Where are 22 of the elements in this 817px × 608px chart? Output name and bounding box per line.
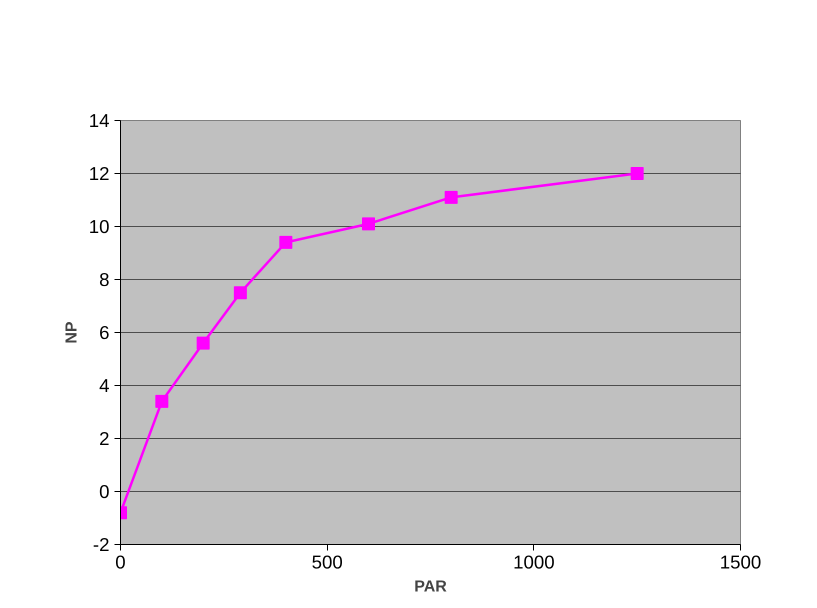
point: [630, 167, 644, 180]
y-tick-label: 6: [99, 322, 110, 343]
y-tick-label: 8: [99, 269, 110, 290]
y-tick-label: 14: [88, 110, 110, 131]
x-tick-label: 0: [115, 552, 126, 572]
point: [362, 217, 375, 230]
point: [234, 286, 247, 300]
x-axis-title: PAR: [414, 578, 448, 596]
y-tick-label: -2: [92, 534, 110, 555]
y-tick-label: 0: [99, 481, 110, 502]
y-tick-label: 10: [88, 216, 110, 237]
x-tick-label: 1500: [720, 552, 762, 572]
point: [155, 394, 168, 408]
y-tick-label: 12: [88, 163, 110, 184]
point: [444, 190, 458, 204]
x-tick-label: 500: [312, 552, 343, 572]
y-tick-label: 4: [99, 375, 110, 396]
point: [279, 236, 292, 249]
x-tick-label: 1000: [513, 552, 555, 572]
point: [196, 336, 210, 350]
y-tick-label: 2: [99, 428, 110, 449]
y-axis-title: NP: [64, 321, 81, 344]
